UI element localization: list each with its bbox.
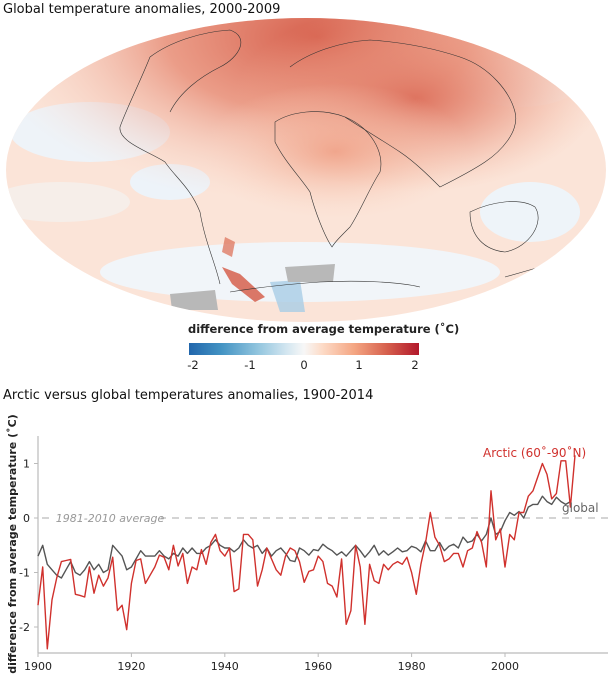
map-title: Global temperature anomalies, 2000-2009 [3, 2, 281, 17]
arctic-series-line [37, 455, 576, 650]
y-tick-label: 1 [23, 458, 30, 471]
chart-title: Arctic versus global temperatures anomal… [3, 388, 374, 403]
y-axis-label: difference from average temperature (˚C) [6, 414, 19, 673]
x-tick-label: 1920 [117, 660, 145, 673]
x-tick-label: 2000 [491, 660, 519, 673]
y-tick-label: 0 [23, 512, 30, 525]
x-tick-label: 1980 [398, 660, 426, 673]
reference-label-bg [52, 511, 161, 524]
colorbar-tick: -1 [244, 358, 256, 372]
y-tick-label: -2 [19, 621, 30, 634]
y-tick-label: -1 [19, 567, 30, 580]
arctic-series-label: Arctic (60˚-90˚N) [483, 445, 586, 460]
colorbar-tick: 1 [355, 358, 363, 372]
colorbar-tick: -2 [187, 358, 199, 372]
colorbar-tick: 0 [300, 358, 308, 372]
arctic-vs-global-line-chart: 1 0 -1 -2 1900 1920 1940 1960 1980 2000 difference… [6, 414, 608, 674]
chart-labels: Arctic (60˚-90˚N) global [483, 445, 599, 515]
reference-line-label: 1981-2010 average [56, 512, 165, 525]
chart-lines: 1981-2010 average [37, 455, 608, 650]
colorbar-tick: 2 [411, 358, 419, 372]
chart-axes: 1 0 -1 -2 1900 1920 1940 1960 1980 2000 difference… [6, 414, 608, 674]
global-series-label: global [562, 501, 599, 515]
x-tick-label: 1960 [304, 660, 332, 673]
x-tick-label: 1900 [24, 660, 52, 673]
world-temperature-anomaly-map [6, 18, 606, 322]
colorbar-label: difference from average temperature (˚C) [188, 322, 460, 336]
x-tick-label: 1940 [211, 660, 239, 673]
colorbar [189, 343, 419, 355]
